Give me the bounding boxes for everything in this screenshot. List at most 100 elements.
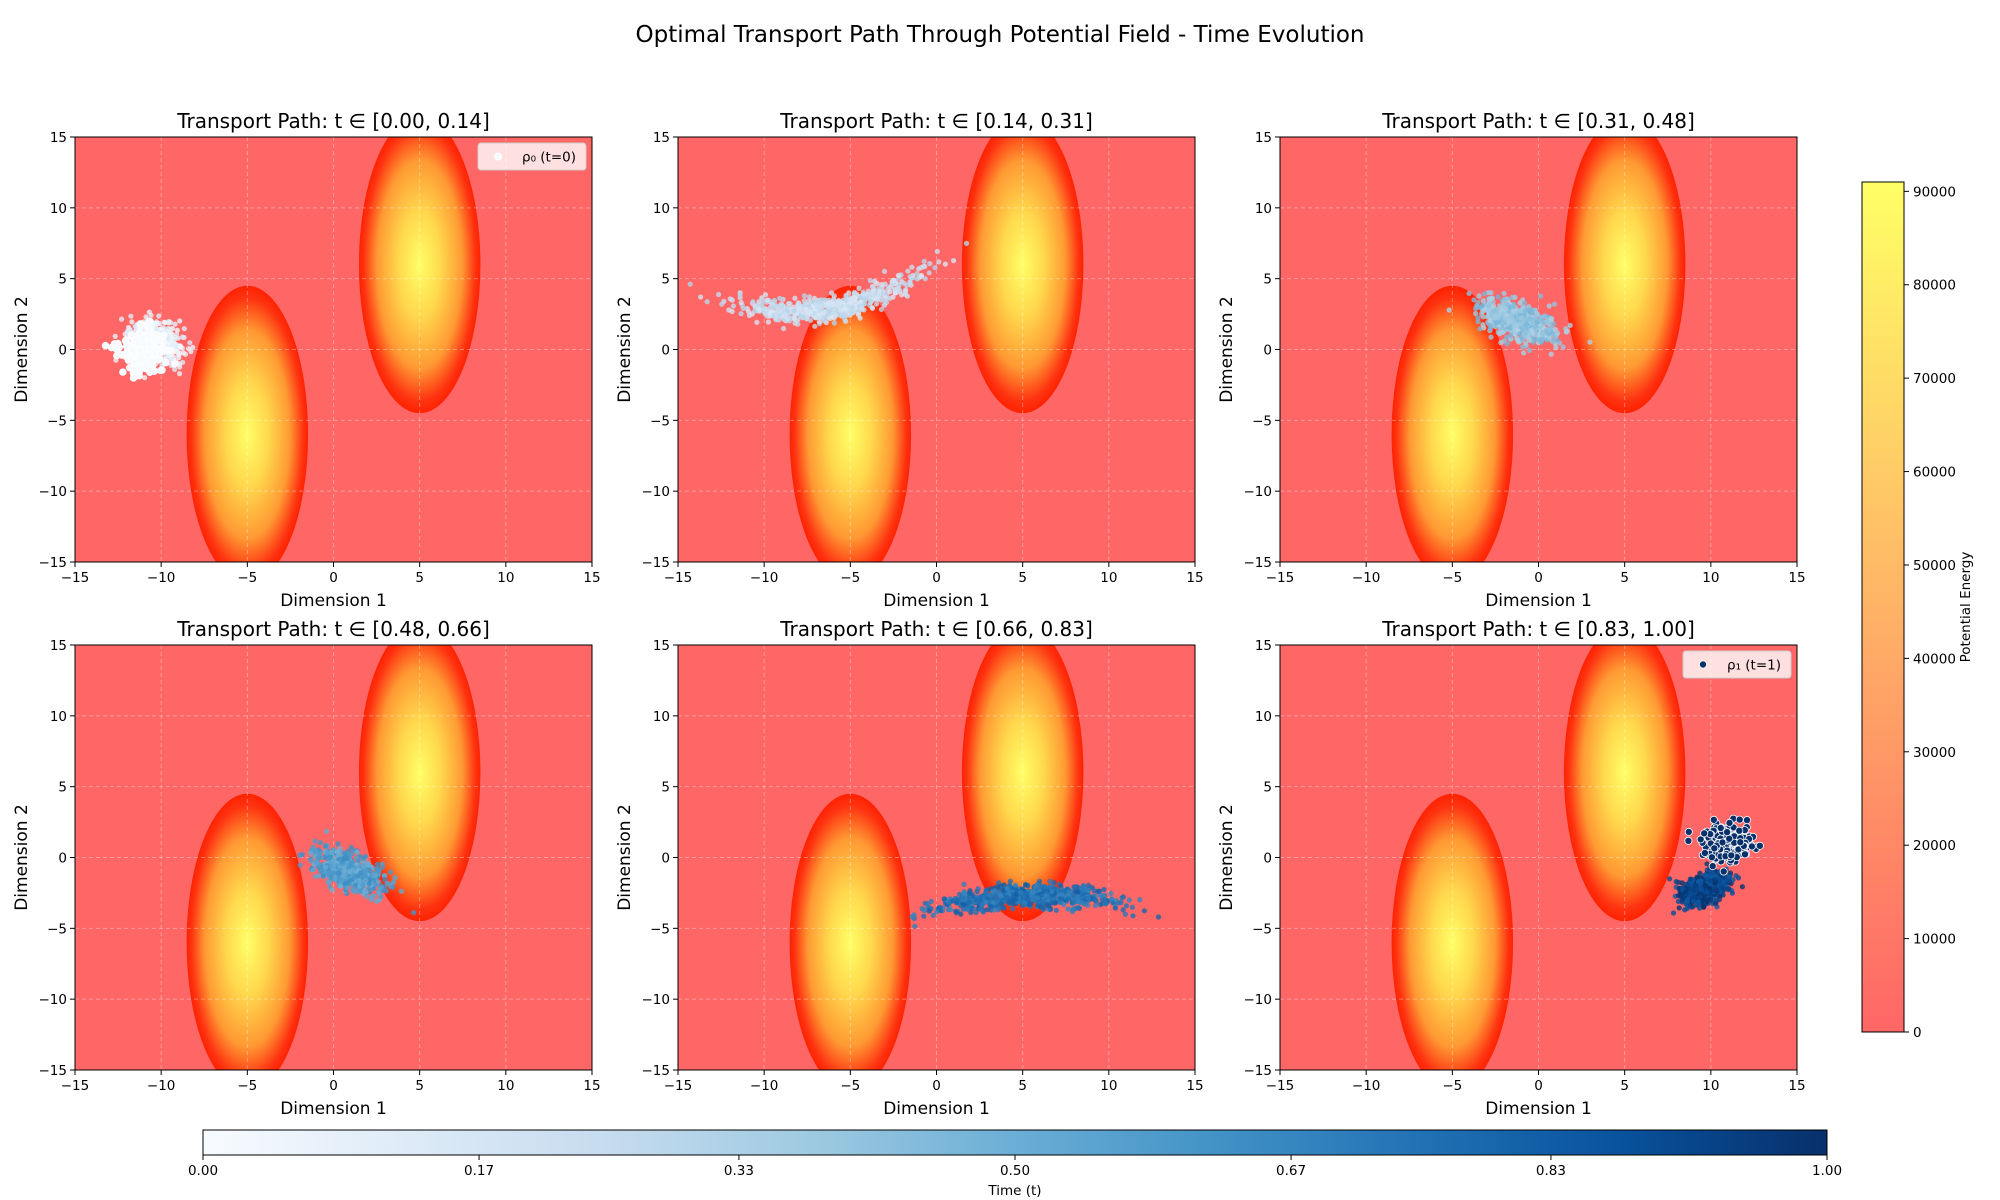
particle-point — [1687, 876, 1693, 882]
particle-point — [827, 300, 833, 306]
rho1-point — [1725, 818, 1734, 827]
particle-point — [752, 304, 759, 310]
particle-point — [991, 907, 997, 913]
particle-point — [826, 309, 832, 315]
y-tick-label: −15 — [642, 1063, 671, 1079]
x-tick-label: −5 — [1442, 570, 1462, 586]
rho0-point — [160, 331, 168, 339]
particle-point — [1694, 874, 1700, 880]
particle-point — [378, 884, 384, 890]
y-tick-label: 5 — [661, 780, 670, 796]
x-tick-label: 15 — [1788, 1078, 1805, 1094]
potential-obstacle — [358, 137, 481, 414]
particle-point — [1551, 301, 1557, 307]
particle-point — [1540, 332, 1546, 338]
particle-point — [179, 334, 186, 340]
particle-point — [890, 277, 896, 283]
particle-point — [792, 295, 798, 301]
particle-point — [1001, 905, 1007, 911]
particle-cloud — [687, 240, 970, 332]
x-tick-label: 0 — [1534, 1078, 1543, 1094]
particle-point — [1079, 886, 1085, 893]
particle-point — [340, 860, 346, 866]
particle-point — [1475, 304, 1481, 310]
colorbar-tick-label: 0.50 — [1000, 1163, 1030, 1179]
potential-obstacle — [186, 285, 309, 562]
y-tick-label: 15 — [50, 130, 67, 146]
rho1-point — [1707, 853, 1716, 862]
subplot-panel: −15 −10 −5 0 5 10 15 −15 −10 −5 0 5 10 15 Transport Pa… — [1217, 617, 1806, 1119]
particle-point — [1510, 303, 1516, 310]
particle-point — [313, 848, 319, 855]
x-tick-label: −15 — [664, 1078, 693, 1094]
subplot-panel: −15 −10 −5 0 5 10 15 −15 −10 −5 0 5 10 15 Transport Pa… — [1217, 109, 1806, 611]
particle-point — [858, 305, 865, 311]
particle-point — [812, 314, 818, 321]
particle-point — [1000, 888, 1006, 894]
particle-point — [816, 314, 823, 320]
rho1-point — [1700, 849, 1709, 858]
particle-point — [190, 344, 196, 350]
particle-point — [750, 299, 756, 305]
particle-point — [806, 298, 812, 304]
particle-point — [807, 309, 814, 315]
particle-point — [335, 841, 341, 847]
particle-point — [1560, 344, 1566, 350]
y-axis-label: Dimension 2 — [1217, 804, 1237, 911]
particle-point — [1534, 320, 1540, 326]
particle-point — [961, 891, 968, 897]
x-tick-label: −15 — [61, 1078, 90, 1094]
rho0-point — [119, 368, 127, 376]
particle-point — [1679, 885, 1685, 891]
particle-point — [737, 292, 743, 298]
particle-point — [892, 290, 898, 296]
particle-point — [862, 297, 868, 303]
particle-point — [754, 319, 760, 325]
x-tick-label: 10 — [1702, 1078, 1719, 1094]
particle-point — [1027, 901, 1033, 907]
particle-point — [1684, 897, 1690, 904]
x-tick-label: −5 — [237, 1078, 257, 1094]
particle-point — [1726, 877, 1732, 884]
particle-point — [948, 906, 954, 913]
panel-title: Transport Path: t ∈ [0.66, 0.83] — [779, 617, 1093, 641]
particle-point — [845, 303, 851, 309]
particle-point — [901, 280, 908, 287]
rho0-point — [136, 346, 144, 354]
particle-point — [973, 897, 979, 903]
legend-box — [1682, 650, 1792, 679]
particle-point — [831, 320, 837, 326]
particle-point — [398, 888, 404, 894]
particle-point — [331, 858, 337, 864]
particle-point — [329, 887, 336, 893]
particle-point — [821, 310, 827, 316]
particle-point — [1013, 892, 1019, 898]
particle-point — [919, 906, 925, 912]
rho1-point — [1723, 828, 1732, 837]
particle-point — [752, 308, 758, 314]
rho0-point — [146, 339, 154, 348]
particle-point — [1075, 898, 1081, 904]
potential-background — [678, 645, 1195, 1070]
particle-point — [1007, 878, 1013, 885]
particle-point — [1713, 886, 1719, 892]
x-tick-label: −10 — [1352, 570, 1381, 586]
particle-point — [838, 313, 844, 319]
x-tick-label: 15 — [583, 1078, 600, 1094]
potential-obstacle — [1563, 645, 1686, 922]
particle-point — [1120, 907, 1126, 913]
subplot-panel: −15 −10 −5 0 5 10 15 −15 −10 −5 0 5 10 15 Transport Pa… — [615, 109, 1204, 611]
particle-point — [391, 879, 397, 885]
particle-point — [382, 877, 388, 883]
particle-point — [325, 879, 331, 886]
x-tick-label: 15 — [1788, 570, 1805, 586]
rho1-point — [1736, 838, 1745, 847]
particle-point — [811, 310, 818, 317]
particle-point — [347, 869, 353, 875]
particle-point — [856, 285, 862, 291]
particle-point — [936, 259, 942, 265]
subplot-grid: −15 −10 −5 0 5 10 15 −15 −10 −5 0 5 10 15 Transport Pa… — [12, 109, 1806, 1119]
particle-point — [1012, 882, 1019, 888]
particle-point — [374, 865, 381, 871]
particle-point — [1129, 904, 1135, 910]
